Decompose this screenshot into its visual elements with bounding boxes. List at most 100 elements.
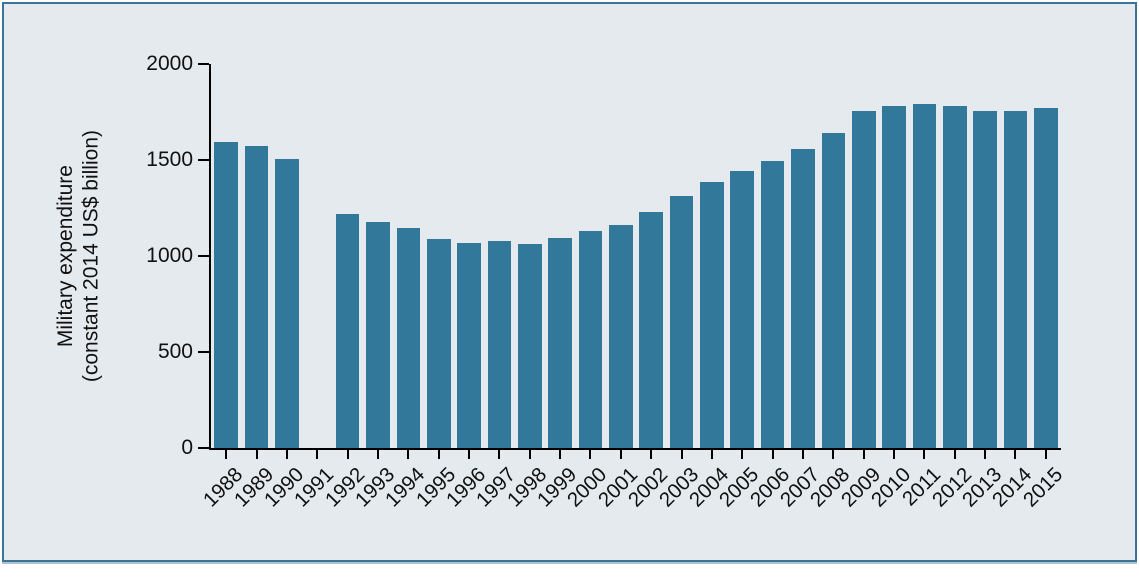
x-tick-2002 (650, 448, 653, 459)
bar-2009 (851, 111, 876, 448)
y-tick-0 (198, 447, 209, 449)
bar-2005 (730, 170, 755, 448)
y-tick-label-1500: 1500 (146, 148, 193, 171)
bar-slot-2006 (757, 64, 787, 448)
y-tick-2000 (198, 63, 209, 65)
bar-slot-2014 (1000, 64, 1030, 448)
bar-2007 (791, 149, 815, 448)
bar-slot-1988 (211, 64, 241, 448)
bar-slot-1993 (363, 64, 393, 448)
x-tick-1997 (498, 448, 501, 459)
x-tick-1989 (255, 448, 258, 459)
x-tick-1996 (468, 448, 471, 459)
bar-2008 (821, 133, 846, 448)
bar-slot-1994 (393, 64, 423, 448)
y-tick-label-0: 0 (181, 436, 193, 459)
bar-2010 (882, 106, 906, 448)
bar-slot-2007 (788, 64, 818, 448)
bar-1995 (426, 238, 451, 448)
y-tick-label-1000: 1000 (146, 244, 193, 267)
bar-1994 (396, 228, 421, 448)
bar-series (211, 64, 1061, 448)
x-tick-2007 (801, 448, 804, 459)
y-tick-label-2000: 2000 (146, 52, 193, 75)
x-tick-1995 (437, 448, 440, 459)
y-tick-1500 (198, 159, 209, 161)
x-tick-1999 (559, 448, 562, 459)
bar-2006 (760, 160, 785, 448)
x-tick-1990 (285, 448, 288, 459)
bar-slot-1999 (545, 64, 575, 448)
bar-slot-2004 (697, 64, 727, 448)
bar-1993 (366, 222, 390, 448)
bar-slot-2009 (849, 64, 879, 448)
bar-slot-2015 (1031, 64, 1061, 448)
x-tick-2014 (1014, 448, 1017, 459)
bar-slot-2001 (606, 64, 636, 448)
x-tick-2004 (710, 448, 713, 459)
bar-1997 (487, 240, 512, 448)
x-tick-1991 (316, 448, 319, 459)
bar-slot-2003 (666, 64, 696, 448)
bar-1998 (517, 243, 542, 448)
bar-2012 (942, 106, 967, 448)
y-tick-1000 (198, 255, 209, 257)
bar-2002 (639, 211, 664, 448)
x-tick-2001 (619, 448, 622, 459)
y-tick-500 (198, 351, 209, 353)
x-tick-2015 (1044, 448, 1047, 459)
bar-slot-2008 (818, 64, 848, 448)
bar-slot-1998 (515, 64, 545, 448)
bar-2014 (1003, 111, 1028, 448)
x-tick-1992 (346, 448, 349, 459)
x-tick-2010 (893, 448, 896, 459)
plot-area: 0 500 1000 1500 2000 1988 1989 1990 1991 1992 199… (146, 52, 1067, 512)
bar-1996 (457, 242, 481, 448)
bar-slot-2012 (940, 64, 970, 448)
x-tick-1998 (528, 448, 531, 459)
y-tick-label-500: 500 (157, 340, 193, 363)
bar-slot-2000 (575, 64, 605, 448)
bar-slot-1989 (241, 64, 271, 448)
x-tick-1993 (376, 448, 379, 459)
bar-2004 (700, 182, 724, 448)
x-tick-1994 (407, 448, 410, 459)
bar-slot-1992 (332, 64, 362, 448)
bar-1988 (214, 141, 239, 448)
chart-frame: Military expenditure (constant 2014 US$ … (2, 2, 1137, 562)
x-tick-1988 (225, 448, 228, 459)
x-tick-2008 (832, 448, 835, 459)
bar-1989 (244, 145, 269, 448)
bar-2011 (912, 104, 937, 448)
bar-2015 (1034, 108, 1058, 448)
bar-1990 (275, 159, 299, 448)
y-axis-title: Military expenditure (constant 2014 US$ … (44, 64, 114, 448)
bar-slot-1995 (424, 64, 454, 448)
bar-2013 (973, 111, 997, 448)
bar-slot-2011 (909, 64, 939, 448)
bar-1999 (548, 237, 572, 448)
bar-slot-1997 (484, 64, 514, 448)
x-tick-2006 (771, 448, 774, 459)
x-tick-2013 (984, 448, 987, 459)
y-axis-title-line2: (constant 2014 US$ billion) (80, 129, 103, 383)
bar-slot-1996 (454, 64, 484, 448)
x-tick-2000 (589, 448, 592, 459)
bar-2001 (609, 225, 633, 448)
bar-slot-2005 (727, 64, 757, 448)
bar-2000 (578, 231, 603, 448)
bar-slot-2013 (970, 64, 1000, 448)
x-tick-2009 (862, 448, 865, 459)
bar-slot-1990 (272, 64, 302, 448)
y-axis-title-line1: Military expenditure (54, 164, 78, 348)
x-tick-2012 (953, 448, 956, 459)
bar-slot-1991 (302, 64, 332, 448)
y-axis-title-text: Military expenditure (constant 2014 US$ … (53, 130, 104, 382)
x-tick-2003 (680, 448, 683, 459)
bar-slot-2002 (636, 64, 666, 448)
bar-slot-2010 (879, 64, 909, 448)
bar-1992 (335, 213, 360, 448)
bar-2003 (669, 196, 694, 448)
x-tick-2005 (741, 448, 744, 459)
x-tick-2011 (923, 448, 926, 459)
